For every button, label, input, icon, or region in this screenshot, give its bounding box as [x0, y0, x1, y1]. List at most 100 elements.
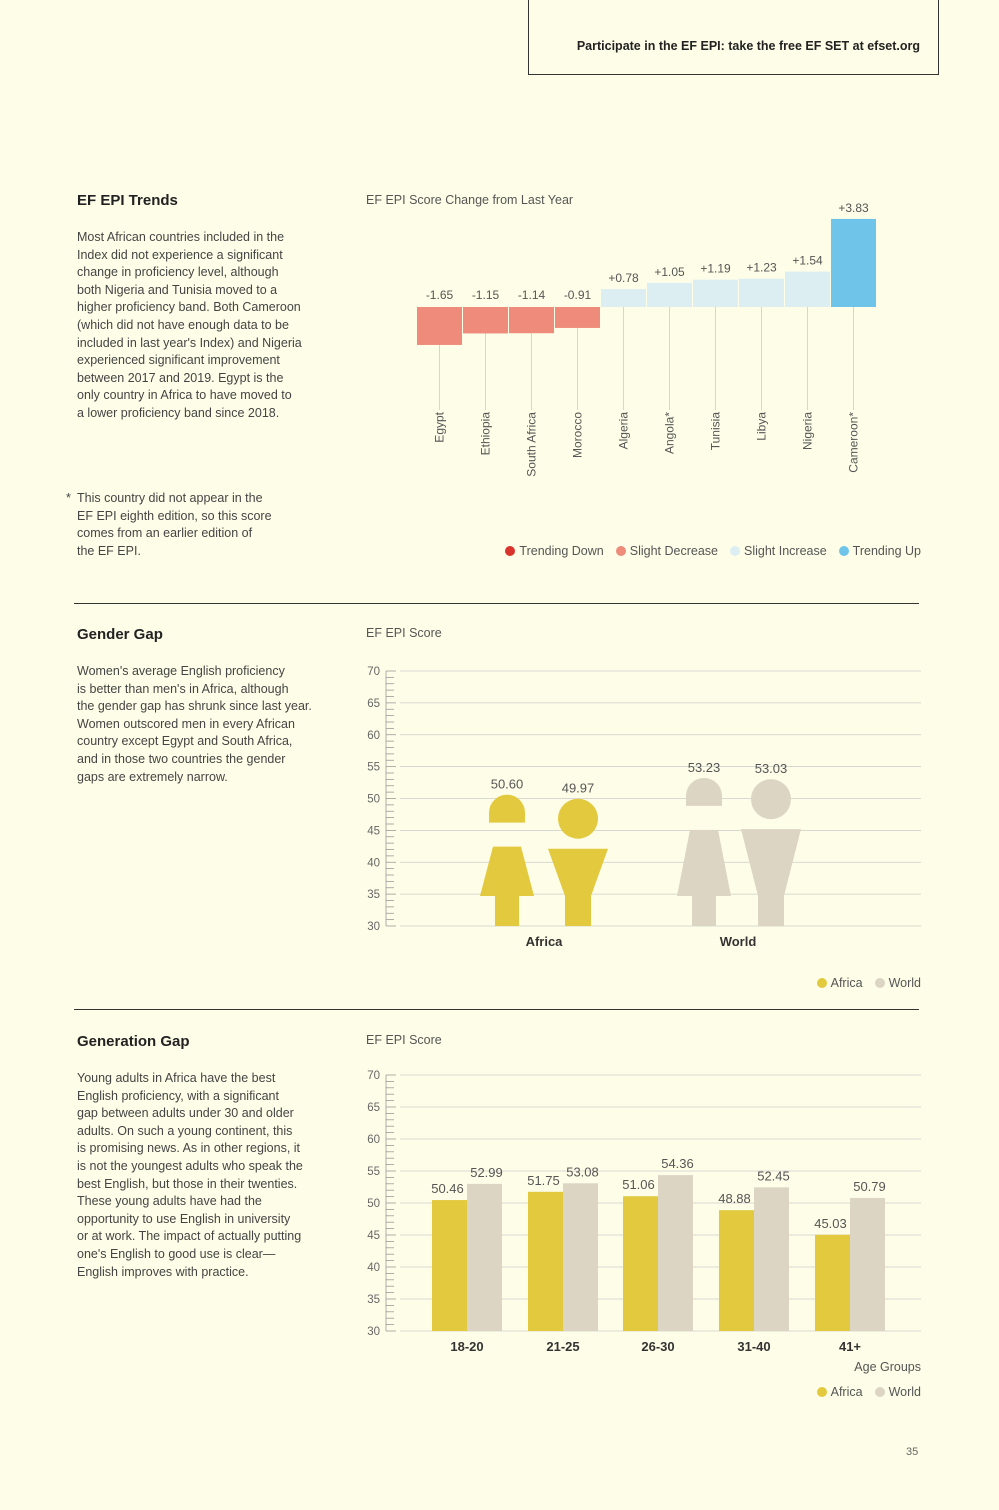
change-value-label: +3.83 — [838, 201, 869, 215]
y-tick-label: 30 — [367, 921, 380, 933]
change-bar — [831, 218, 876, 307]
country-label: Ethiopia — [479, 412, 493, 456]
age-group-label: 41+ — [839, 1339, 861, 1354]
man-head-icon — [558, 798, 598, 839]
age-group-label: 26-30 — [641, 1339, 674, 1354]
man-head-icon — [751, 779, 791, 820]
country-label: Libya — [755, 412, 769, 441]
legend-item: Trending Up — [838, 544, 921, 558]
y-tick-label: 60 — [367, 730, 380, 742]
gender-title: Gender Gap — [77, 626, 163, 643]
age-value-label: 50.79 — [853, 1179, 886, 1194]
region-label: Africa — [526, 934, 564, 949]
y-tick-label: 60 — [367, 1134, 380, 1146]
age-bar — [754, 1187, 789, 1331]
legend-label: Africa — [830, 976, 863, 990]
legend-dot — [838, 546, 849, 556]
age-bar — [528, 1191, 563, 1331]
generation-legend: Africa World — [805, 1385, 921, 1400]
y-tick-label: 45 — [367, 825, 380, 837]
age-value-label: 51.06 — [622, 1177, 655, 1192]
men-score-label: 49.97 — [562, 781, 595, 796]
legend-item: World — [874, 976, 921, 990]
footnote-mark: * — [66, 491, 71, 505]
age-group-label: 31-40 — [737, 1339, 770, 1354]
change-bar — [417, 307, 462, 345]
age-group-label: 21-25 — [546, 1339, 579, 1354]
gender-legend: Africa World — [805, 976, 921, 991]
legend-label: Trending Down — [519, 544, 604, 558]
generation-text: Young adults in Africa have the best Eng… — [77, 1071, 303, 1279]
age-value-label: 52.99 — [470, 1165, 503, 1180]
age-value-label: 51.75 — [527, 1173, 560, 1188]
country-label: Cameroon* — [847, 412, 861, 473]
woman-dress-icon — [677, 829, 731, 896]
y-tick-label: 40 — [367, 1262, 380, 1274]
age-bar — [563, 1183, 598, 1331]
change-bar — [555, 307, 600, 328]
trends-title: EF EPI Trends — [77, 192, 178, 209]
change-value-label: -1.65 — [426, 288, 454, 302]
country-label: Angola* — [663, 412, 677, 454]
age-bar — [467, 1183, 502, 1331]
change-value-label: -1.14 — [518, 288, 546, 302]
legend-dot — [505, 546, 516, 556]
age-value-label: 52.45 — [757, 1168, 790, 1183]
woman-dress-icon — [480, 846, 534, 896]
y-tick-label: 70 — [367, 666, 380, 678]
change-bar — [647, 282, 692, 307]
legend-dot — [615, 546, 626, 556]
y-tick-label: 50 — [367, 1198, 380, 1210]
country-label: Tunisia — [709, 412, 723, 451]
country-label: South Africa — [525, 412, 539, 477]
generation-chart: 30 35 40 45 50 55 60 65 70 50.46 52.99 18-20 51.75 53… — [367, 1070, 921, 1374]
legend-item: Slight Decrease — [615, 544, 718, 558]
change-bar — [693, 279, 738, 307]
change-value-label: -0.91 — [564, 288, 592, 302]
woman-legs-icon — [692, 896, 716, 926]
age-value-label: 50.46 — [431, 1181, 464, 1196]
trends-text: Most African countries included in the I… — [77, 230, 302, 420]
legend-dot — [816, 978, 827, 988]
y-tick-label: 50 — [367, 794, 380, 806]
country-label: Egypt — [433, 411, 447, 442]
divider-2 — [74, 1009, 919, 1010]
page-number: 35 — [906, 1446, 919, 1458]
woman-head-icon — [489, 794, 525, 823]
change-value-label: +1.23 — [746, 261, 777, 275]
legend-label: Slight Increase — [743, 544, 827, 558]
legend-item: Africa — [816, 976, 863, 990]
age-value-label: 54.36 — [661, 1156, 694, 1171]
efset-banner: Participate in the EF EPI: take the free… — [528, 0, 939, 75]
legend-dot — [816, 1387, 827, 1397]
x-axis-title: Age Groups — [854, 1360, 921, 1374]
y-tick-label: 55 — [367, 762, 380, 774]
women-score-label: 53.23 — [688, 760, 721, 775]
trends-legend: Trending Down Slight Decrease Slight Incre… — [493, 544, 921, 559]
country-label: Algeria — [617, 412, 631, 450]
gender-chart: 30 35 40 45 50 55 60 65 70 50.60 49.97 Africa 53.23 5… — [367, 666, 921, 949]
change-bar — [509, 307, 554, 334]
change-bar — [601, 289, 646, 307]
man-body-icon — [741, 829, 801, 926]
man-body-icon — [548, 848, 608, 926]
legend-dot — [874, 978, 885, 988]
change-bar — [785, 271, 830, 307]
legend-item: World — [874, 1385, 921, 1399]
divider-1 — [74, 603, 919, 604]
change-value-label: -1.15 — [472, 288, 500, 302]
gender-text: Women's average English proficiency is b… — [77, 664, 312, 784]
age-bar — [658, 1175, 693, 1331]
change-bar — [463, 307, 508, 334]
age-bar — [432, 1200, 467, 1331]
y-tick-label: 30 — [367, 1326, 380, 1338]
change-value-label: +1.54 — [792, 254, 823, 268]
country-label: Nigeria — [801, 412, 815, 450]
y-tick-label: 65 — [367, 698, 380, 710]
trends-chart-title: EF EPI Score Change from Last Year — [366, 193, 574, 207]
woman-head-icon — [686, 777, 722, 806]
gender-chart-title: EF EPI Score — [366, 626, 442, 640]
efset-banner-text: Participate in the EF EPI: take the free… — [576, 39, 920, 53]
legend-item: Trending Down — [505, 544, 604, 558]
y-tick-label: 40 — [367, 857, 380, 869]
